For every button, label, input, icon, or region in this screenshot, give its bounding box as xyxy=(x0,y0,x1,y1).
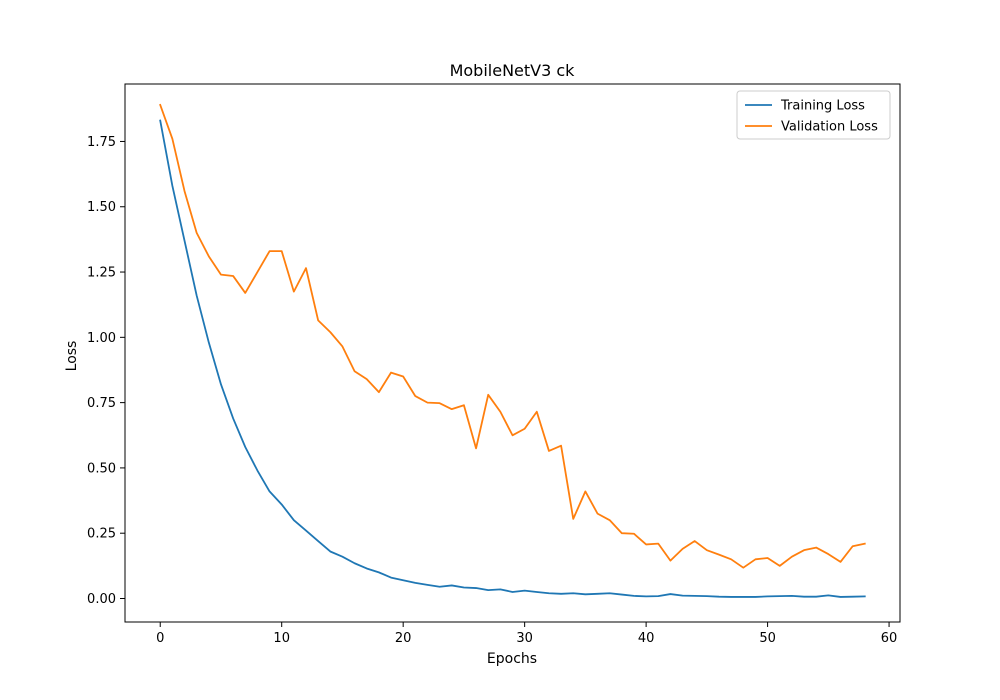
y-tick-label: 1.75 xyxy=(87,135,116,150)
y-tick-label: 0.75 xyxy=(87,396,116,411)
y-tick-label: 0.00 xyxy=(87,592,116,607)
legend-label: Validation Loss xyxy=(781,120,878,135)
x-tick-label: 40 xyxy=(638,631,655,646)
plot-frame xyxy=(124,83,901,623)
y-tick-label: 0.50 xyxy=(87,461,116,476)
y-axis-label: Loss xyxy=(64,341,80,372)
x-tick-label: 10 xyxy=(273,631,290,646)
legend-box xyxy=(736,90,891,140)
x-tick-label: 30 xyxy=(516,631,533,646)
y-tick-label: 1.50 xyxy=(87,200,116,215)
x-tick-label: 0 xyxy=(156,631,164,646)
y-tick-label: 0.25 xyxy=(87,527,116,542)
y-tick-label: 1.00 xyxy=(87,331,116,346)
series-layer xyxy=(159,103,866,598)
y-tick-label: 1.25 xyxy=(87,266,116,281)
series-line-validation-loss xyxy=(159,103,866,569)
series-line-training-loss xyxy=(159,119,866,598)
x-tick-label: 50 xyxy=(759,631,776,646)
x-axis-label: Epochs xyxy=(487,651,537,667)
legend: Training Loss Validation Loss xyxy=(736,90,891,140)
chart-title: MobileNetV3 ck xyxy=(450,61,576,80)
x-tick-label: 20 xyxy=(395,631,412,646)
legend-label: Training Loss xyxy=(780,99,865,114)
x-tick-label: 60 xyxy=(881,631,898,646)
axes-layer: 0 10 20 30 40 50 60 0.00 0.25 0.50 0.75 1.00 1.25 1.5… xyxy=(87,83,901,646)
